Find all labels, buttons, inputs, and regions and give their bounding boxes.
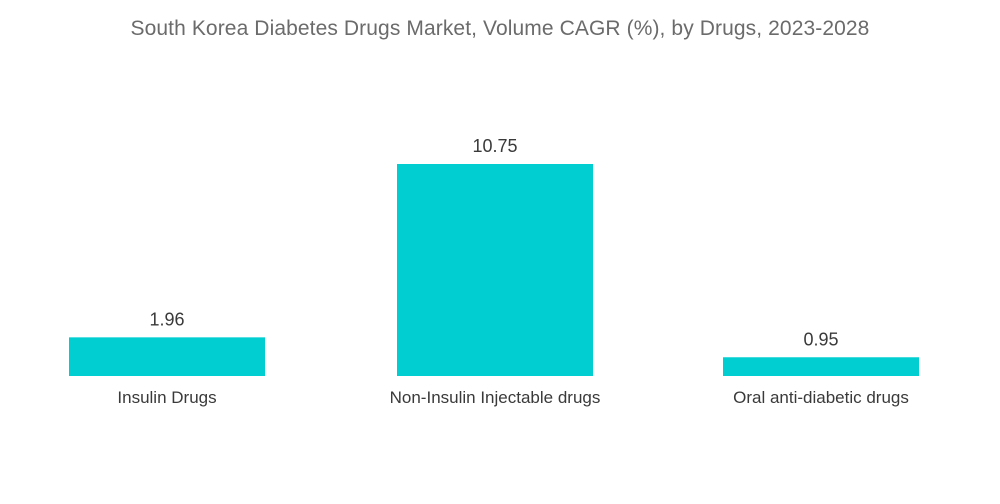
chart-title: South Korea Diabetes Drugs Market, Volum… — [130, 17, 870, 40]
category-label-2: Non-Insulin Injectable drugs — [390, 388, 601, 407]
category-label-3: Oral anti-diabetic drugs — [733, 388, 909, 407]
bar-2 — [397, 164, 593, 376]
value-labels-group: 1.96 10.75 0.95 — [149, 136, 838, 349]
value-label-3: 0.95 — [803, 329, 838, 349]
value-label-2: 10.75 — [472, 136, 517, 156]
bar-3 — [723, 357, 919, 376]
value-label-1: 1.96 — [149, 309, 184, 329]
bars-group — [69, 164, 919, 376]
category-labels-group: Insulin Drugs Non-Insulin Injectable drug… — [117, 388, 908, 407]
bar-1 — [69, 337, 265, 376]
category-label-1: Insulin Drugs — [117, 388, 216, 407]
